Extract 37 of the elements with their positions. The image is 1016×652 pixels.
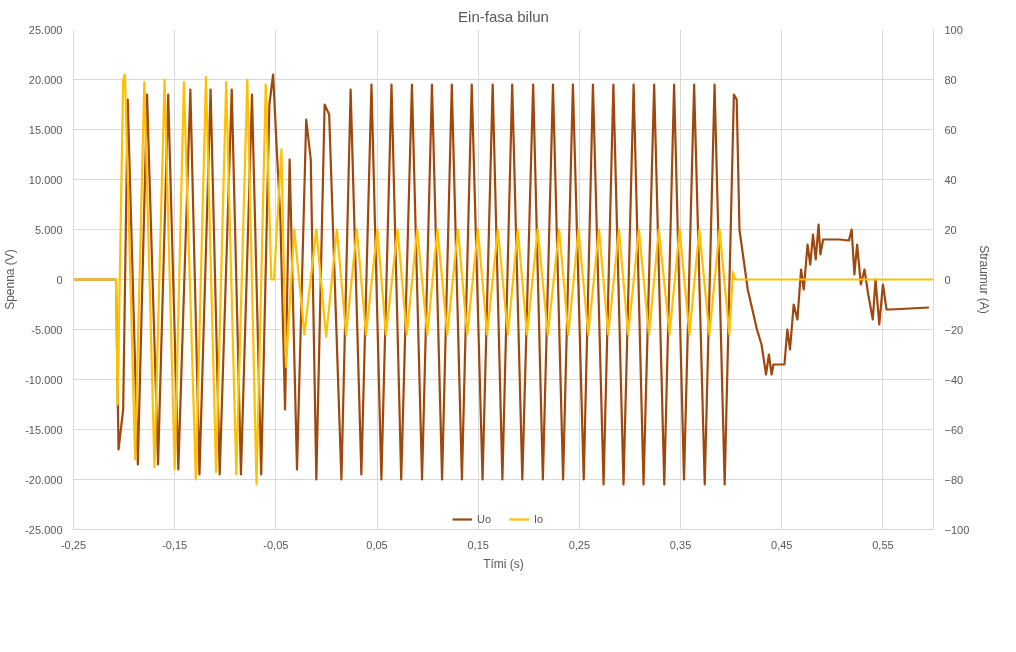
y-axis-title: Spenna (V) <box>3 249 18 310</box>
x-tick-label: 0,35 <box>669 538 692 551</box>
x-tick-label: 0,45 <box>771 538 793 551</box>
y2-tick-label: −80 <box>944 473 964 486</box>
y2-tick-label: −100 <box>944 523 970 536</box>
x-tick-label: 0,15 <box>467 538 489 551</box>
y-tick-label: 5.000 <box>34 223 63 236</box>
y-tick-label: 20.000 <box>28 73 63 86</box>
y-tick-label: -10.000 <box>25 373 63 386</box>
x-tick-label: 0,55 <box>872 538 894 551</box>
y-tick-label: 0 <box>56 273 63 286</box>
y-tick-label: 15.000 <box>28 123 63 136</box>
y2-tick-label: −40 <box>944 373 964 386</box>
y2-tick-label: 80 <box>944 73 957 86</box>
y2-axis-title: Straumur (A) <box>977 245 992 314</box>
y2-tick-label: −60 <box>944 423 964 436</box>
y2-tick-label: −20 <box>944 323 964 336</box>
y-tick-label: -5.000 <box>31 323 63 336</box>
chart-title: Ein-fasa bilun <box>458 7 549 25</box>
y2-tick-label: 100 <box>944 23 963 36</box>
x-tick-label: -0,25 <box>60 538 87 551</box>
y-tick-label: 10.000 <box>28 173 63 186</box>
legend-label: Io <box>534 513 545 525</box>
y2-tick-label: 40 <box>944 173 957 186</box>
legend-label: Uo <box>477 513 493 525</box>
x-tick-label: -0,05 <box>263 538 289 551</box>
x-tick-label: -0,15 <box>162 538 188 551</box>
x-tick-label: 0,05 <box>366 538 388 551</box>
y2-tick-label: 20 <box>944 223 957 236</box>
y-tick-label: -25.000 <box>25 523 63 536</box>
x-axis-title: Tími (s) <box>483 556 524 571</box>
y2-tick-label: 60 <box>944 123 957 136</box>
x-tick-label: 0,25 <box>568 538 591 551</box>
y-tick-label: -15.000 <box>25 423 63 436</box>
y2-tick-label: 0 <box>944 273 951 286</box>
y-tick-label: 25.000 <box>28 23 63 36</box>
y-tick-label: -20.000 <box>25 473 63 486</box>
